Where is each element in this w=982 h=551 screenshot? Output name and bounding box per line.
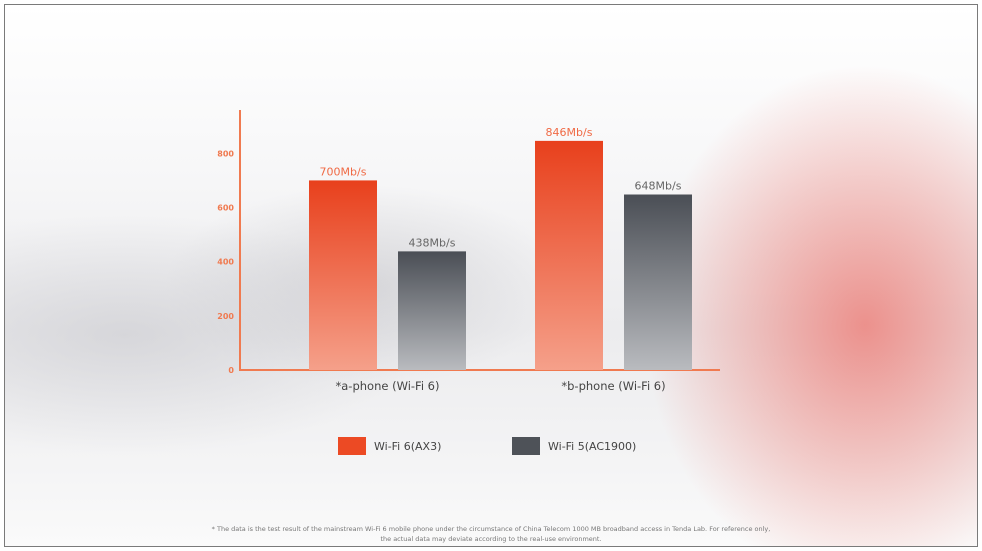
y-tick-label: 200 bbox=[217, 312, 234, 321]
data-label: 700Mb/s bbox=[320, 165, 367, 178]
y-tick-label: 400 bbox=[217, 258, 234, 267]
legend-swatch bbox=[338, 437, 366, 455]
y-tick-label: 0 bbox=[228, 366, 234, 375]
y-tick-label: 600 bbox=[217, 204, 234, 213]
data-label: 846Mb/s bbox=[546, 126, 593, 139]
x-tick-label: *a-phone (Wi-Fi 6) bbox=[336, 379, 440, 393]
x-tick-label: *b-phone (Wi-Fi 6) bbox=[561, 379, 665, 393]
bar-chart: 0 200 400 600 800 700Mb/s 438Mb/s *a-phone (Wi-… bbox=[217, 110, 720, 455]
legend-label: Wi-Fi 6(AX3) bbox=[374, 440, 441, 453]
footnote-line-2: the actual data may deviate according to… bbox=[380, 535, 602, 543]
bar-wifi6 bbox=[535, 140, 603, 370]
bar-wifi5 bbox=[398, 251, 466, 370]
data-label: 648Mb/s bbox=[635, 180, 682, 193]
bar-wifi5 bbox=[624, 194, 692, 370]
legend-swatch bbox=[512, 437, 540, 455]
footnote-line-1: * The data is the test result of the mai… bbox=[211, 525, 771, 533]
y-tick-label: 800 bbox=[217, 149, 234, 158]
bar-wifi6 bbox=[309, 180, 377, 370]
legend-label: Wi-Fi 5(AC1900) bbox=[548, 440, 636, 453]
data-label: 438Mb/s bbox=[409, 236, 456, 249]
chart-panel: 0 200 400 600 800 700Mb/s 438Mb/s *a-phone (Wi-… bbox=[4, 4, 978, 547]
